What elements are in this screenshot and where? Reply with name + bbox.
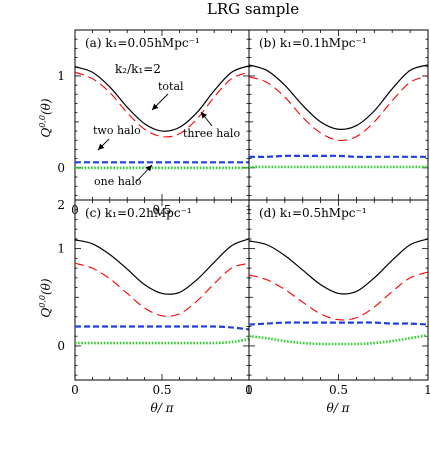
y-axis-title-sup: 0,0 xyxy=(38,115,47,128)
y-axis-title-bottom: Q0,0(θ) xyxy=(38,278,53,317)
panels-group: 010 0.5 1(a) k₁=0.05hMpc⁻¹k₂/k₁=2totalthre… xyxy=(57,29,430,397)
annotation-total: total xyxy=(158,80,184,93)
x-axis-title-left: θ/ π xyxy=(151,401,175,415)
y-axis-title-top: Q0,0(θ) xyxy=(38,98,53,137)
series-line-total xyxy=(248,64,429,130)
x-tick-label: 0.5 xyxy=(152,203,171,217)
arrow-head xyxy=(201,112,208,119)
series-line-three-halo xyxy=(248,75,429,141)
panel-frame xyxy=(248,29,429,201)
panel-label: (d) k₁=0.5hMpc⁻¹ xyxy=(259,206,367,220)
panel-frame xyxy=(74,199,250,381)
y-axis-title-arg: (θ) xyxy=(39,98,53,115)
panel-d: 0 0.5 1 (d) k₁=0.5hMpc⁻¹ xyxy=(245,199,430,397)
series-line-total xyxy=(74,238,250,295)
x-tick-label: 0 xyxy=(245,383,253,397)
panel-frame xyxy=(248,199,429,381)
series-line-one-halo xyxy=(75,337,250,345)
x-tick-label: 0.5 xyxy=(329,383,348,397)
ratio-label: k₂/k₁=2 xyxy=(115,62,161,76)
panel-label: (b) k₁=0.1hMpc⁻¹ xyxy=(259,36,367,50)
panel-b: (b) k₁=0.1hMpc⁻¹ xyxy=(248,29,429,201)
annotation-one-halo: one halo xyxy=(94,175,142,188)
series-line-total xyxy=(248,238,429,295)
series-line-three-halo xyxy=(74,71,250,138)
x-tick-label: 1 xyxy=(245,383,253,397)
y-tick-label: 0 xyxy=(57,339,65,353)
series-line-two-halo xyxy=(248,154,428,158)
svg-text:Q0,0(θ): Q0,0(θ) xyxy=(38,278,53,317)
y-axis-title-main: Q xyxy=(39,308,53,318)
panel-label: (c) k₁=0.2hMpc⁻¹ xyxy=(85,206,192,220)
series-line-two-halo xyxy=(75,325,250,331)
panel-label: (a) k₁=0.05hMpc⁻¹ xyxy=(85,36,200,50)
y-tick-label: 0 xyxy=(57,161,65,175)
arrow-head xyxy=(152,103,159,110)
series-line-one-halo xyxy=(248,333,429,346)
x-axis-title-right: θ/ π xyxy=(327,401,351,415)
x-tick-label: 0 xyxy=(71,383,79,397)
y-axis-title-sup: 0,0 xyxy=(38,295,47,308)
x-tick-label: 1 xyxy=(424,383,430,397)
annotation-three-halo: three halo xyxy=(183,127,240,140)
series-line-three-halo xyxy=(74,262,250,317)
figure-title: LRG sample xyxy=(207,0,299,18)
annotation-two-halo: two halo xyxy=(93,124,141,137)
y-axis-title-arg: (θ) xyxy=(39,278,53,295)
y-axis-title-main: Q xyxy=(39,128,53,138)
svg-text:Q0,0(θ): Q0,0(θ) xyxy=(38,98,53,137)
x-tick-label: 0.5 xyxy=(152,383,171,397)
arrow-head xyxy=(145,165,152,172)
series-line-total xyxy=(74,65,250,132)
y-tick-label: 1 xyxy=(57,69,65,83)
y-tick-label: 1 xyxy=(57,242,65,256)
y-tick-label: 2 xyxy=(57,198,65,212)
panel-a: 010 0.5 1(a) k₁=0.05hMpc⁻¹k₂/k₁=2totalthre… xyxy=(57,29,253,217)
series-line-two-halo xyxy=(248,321,429,326)
arrow-head xyxy=(98,143,105,150)
series-line-three-halo xyxy=(248,271,429,321)
